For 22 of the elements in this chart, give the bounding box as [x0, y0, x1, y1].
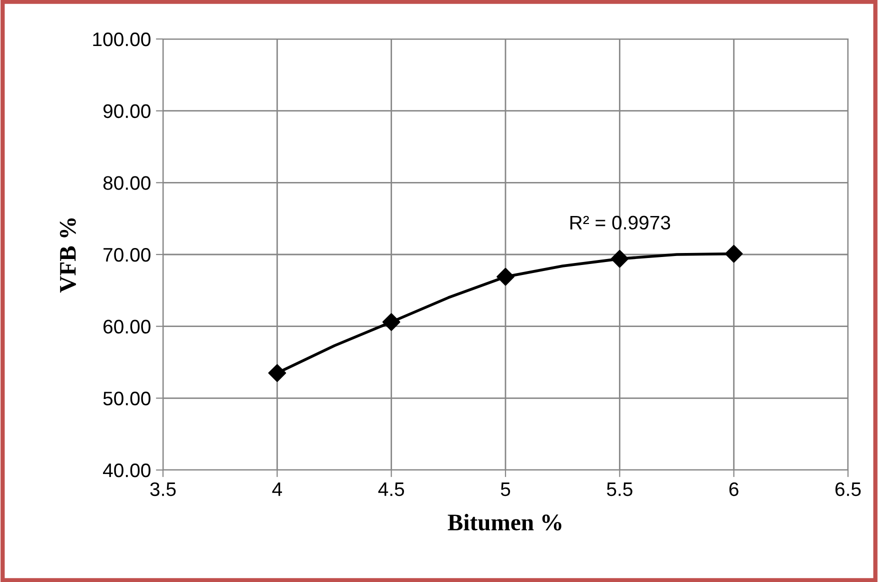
- x-tick-label: 6.5: [835, 482, 861, 496]
- y-tick-label: 70.00: [104, 248, 150, 262]
- x-tick-label: 5: [500, 482, 510, 496]
- x-axis-title: Bitumen %: [448, 514, 562, 531]
- x-tick-label: 4: [272, 482, 282, 496]
- point: [382, 313, 400, 331]
- y-tick-label: 40.00: [102, 463, 150, 478]
- y-tick-label: 80.00: [103, 176, 150, 190]
- y-tick-label: 100.00: [93, 32, 150, 46]
- x-tick-label: 6: [729, 482, 738, 496]
- y-tick-label: 90.00: [103, 104, 150, 118]
- y-axis-title: VFB %: [60, 218, 76, 293]
- point: [724, 244, 743, 263]
- y-tick-label: 50.00: [103, 392, 150, 406]
- x-tick-label: 3.5: [150, 482, 176, 496]
- x-tick-label: 4.5: [378, 482, 404, 496]
- annotation: R² = 0.9973: [570, 216, 670, 230]
- x-tick-label: 5.5: [606, 482, 632, 496]
- point: [610, 250, 629, 268]
- point: [496, 268, 514, 286]
- point: [268, 364, 286, 382]
- y-tick-label: 60.00: [104, 320, 150, 334]
